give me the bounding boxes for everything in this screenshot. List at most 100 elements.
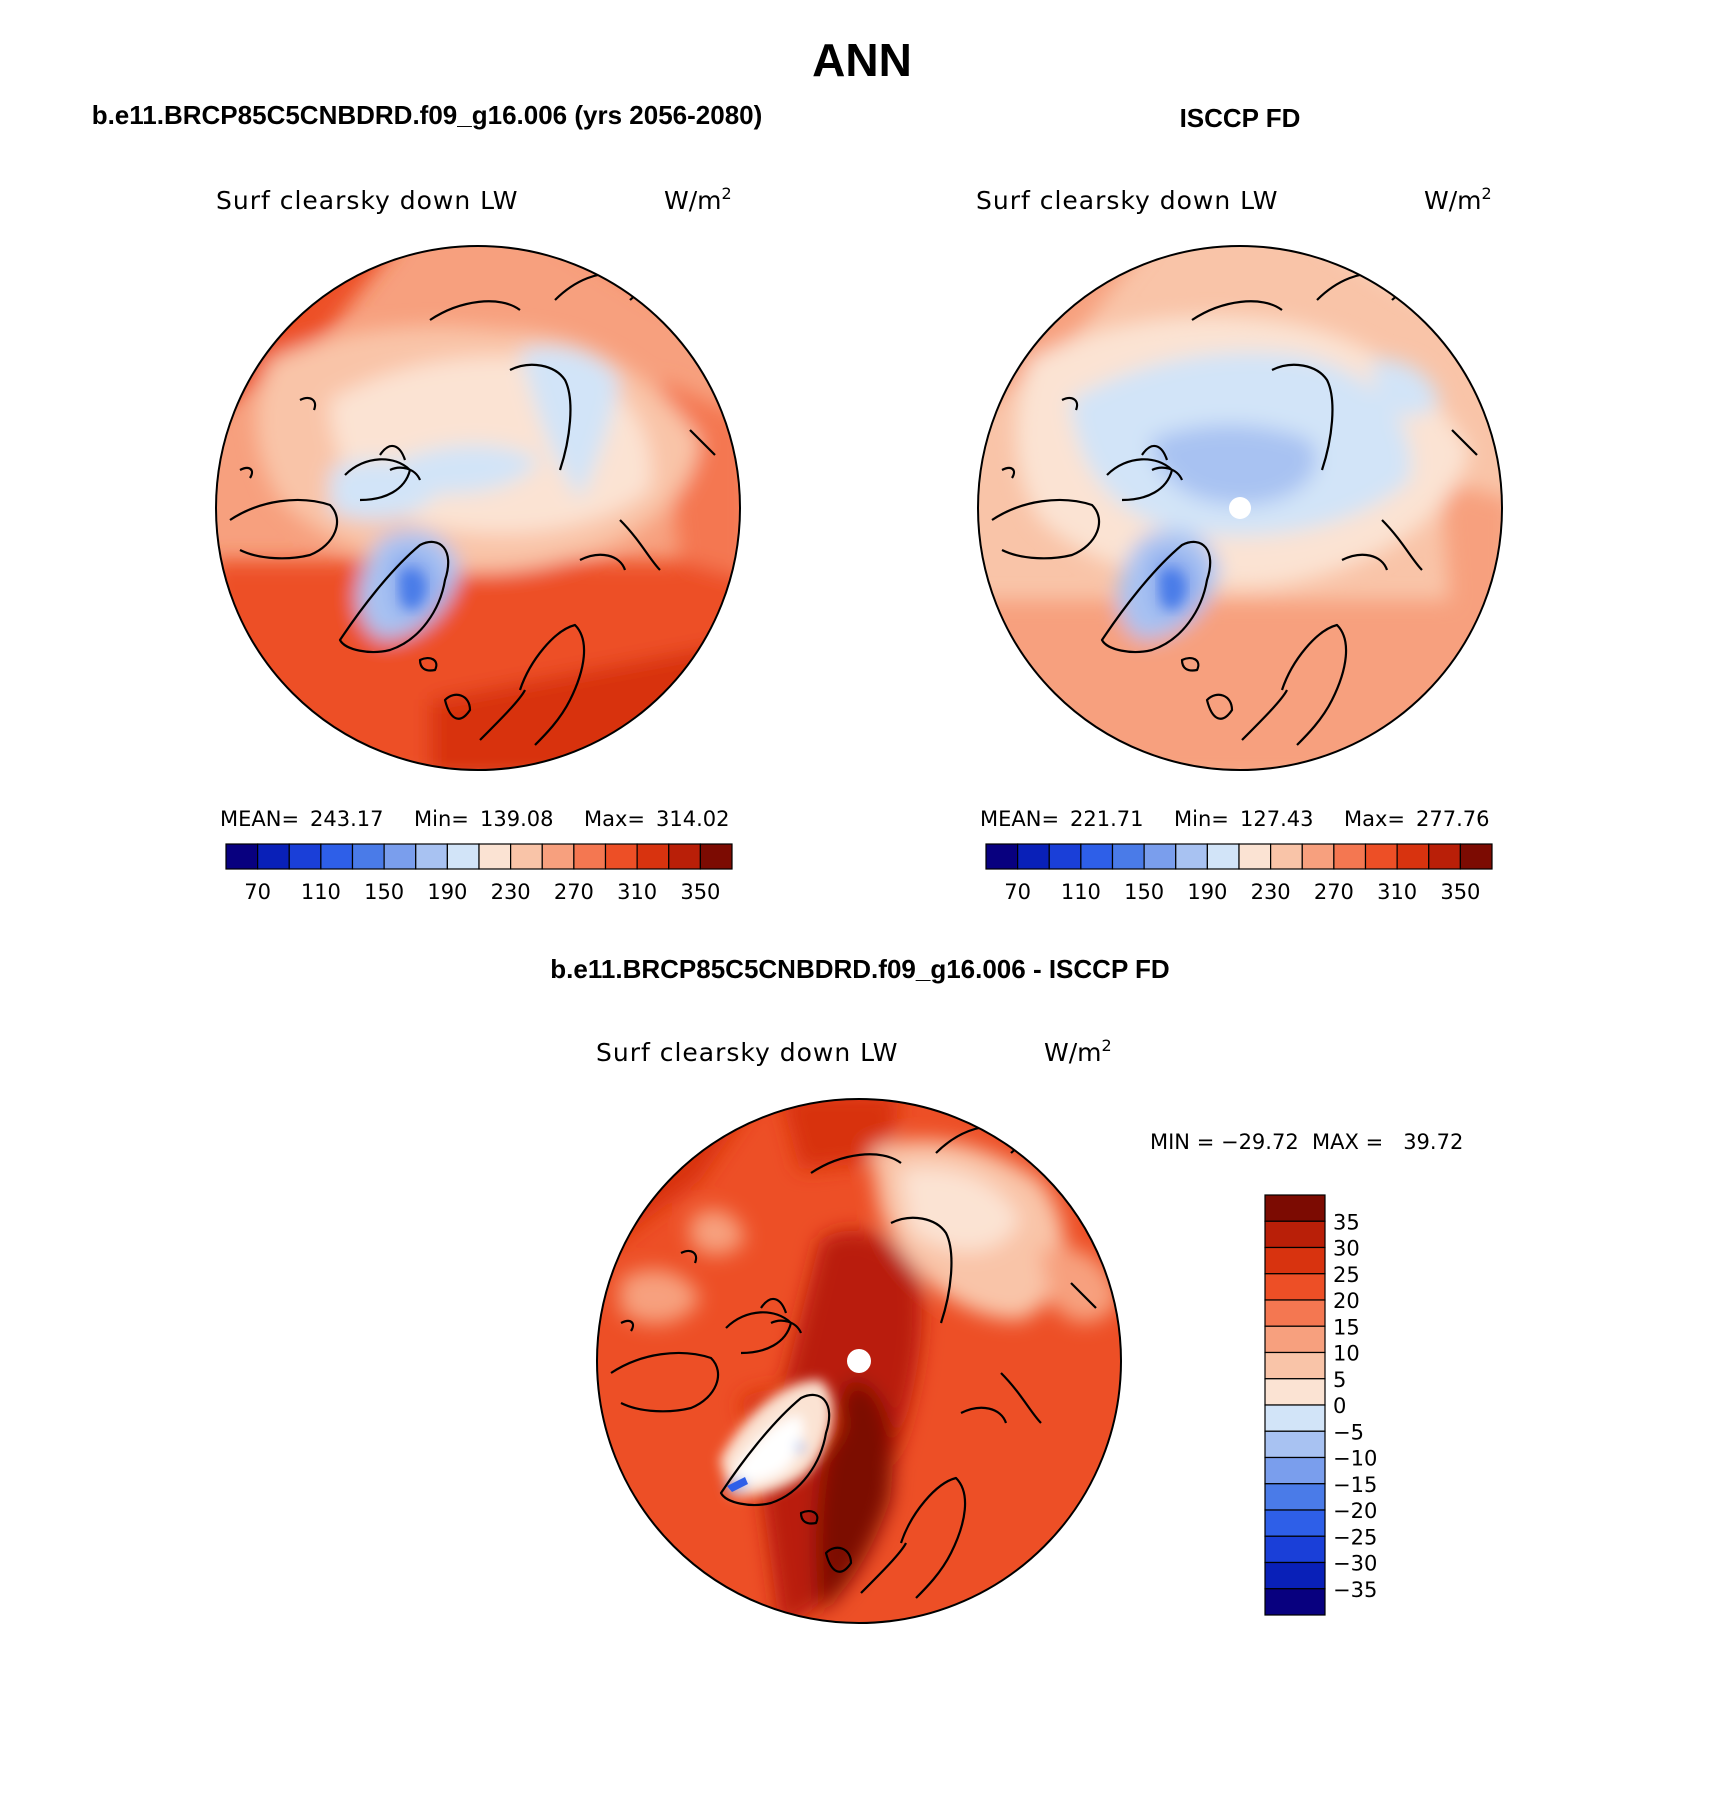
obs-colorbar-swatch	[1080, 843, 1114, 870]
obs-min-label: Min=	[1174, 807, 1229, 831]
model-min-value: 139.08	[480, 807, 553, 831]
obs-stats: MEAN= 221.71 Min= 127.43 Max= 277.76	[980, 807, 1489, 831]
obs-max-value: 277.76	[1416, 807, 1489, 831]
diff-colorbar-swatch	[1264, 1430, 1326, 1459]
obs-colorbar: 70 110 150 190 230 270 310 350	[985, 843, 1493, 904]
diff-colorbar-tick-label: −10	[1333, 1447, 1377, 1471]
obs-colorbar-tick-label: 350	[1440, 880, 1480, 904]
model-colorbar-swatch	[257, 843, 290, 870]
diff-colorbar-swatch	[1264, 1483, 1326, 1511]
obs-panel-header: ISCCP FD	[1180, 103, 1301, 133]
obs-colorbar-tick-label: 270	[1314, 880, 1354, 904]
model-panel-header: b.e11.BRCP85C5CNBDRD.f09_g16.006 (yrs 20…	[92, 100, 763, 130]
obs-colorbar-tick-label: 310	[1377, 880, 1417, 904]
diff-colorbar-tick-label: −25	[1333, 1525, 1377, 1549]
obs-map-boundary	[977, 245, 1503, 771]
obs-colorbar-swatch	[1175, 843, 1208, 870]
diff-map-boundary	[596, 1098, 1122, 1624]
model-colorbar-swatch	[288, 843, 322, 870]
obs-colorbar-tick-label: 110	[1061, 880, 1101, 904]
model-colorbar-swatch	[699, 843, 733, 870]
model-colorbar-tick-label: 70	[244, 880, 271, 904]
obs-colorbar-swatch	[1396, 843, 1430, 870]
diff-colorbar-swatch	[1264, 1456, 1326, 1485]
obs-colorbar-tick-label: 70	[1004, 880, 1031, 904]
obs-colorbar-swatch	[1017, 843, 1050, 870]
obs-colorbar-swatch	[1333, 843, 1367, 870]
obs-colorbar-swatch	[1206, 843, 1240, 870]
model-colorbar-swatch	[604, 843, 638, 870]
obs-max-label: Max=	[1344, 807, 1405, 831]
model-colorbar-tick-label: 110	[301, 880, 341, 904]
obs-colorbar-swatch	[1364, 843, 1398, 870]
obs-units-label: W/m2	[1424, 184, 1492, 215]
diff-pole-hole	[847, 1349, 871, 1373]
model-colorbar-swatch	[446, 843, 480, 870]
model-colorbar-swatch	[510, 843, 543, 870]
obs-colorbar-swatch	[1428, 843, 1461, 870]
obs-variable-label: Surf clearsky down LW	[976, 186, 1279, 215]
model-mean-label: MEAN=	[220, 807, 299, 831]
diff-minmax-text: MIN = −29.72 MAX = 39.72	[1150, 1130, 1463, 1154]
model-colorbar-tick-label: 310	[617, 880, 657, 904]
diff-colorbar-swatch	[1264, 1273, 1326, 1301]
diff-polar-map	[596, 1098, 1122, 1624]
model-min-label: Min=	[414, 807, 469, 831]
obs-colorbar-swatch	[1048, 843, 1082, 870]
obs-mean-value: 221.71	[1070, 807, 1143, 831]
diff-colorbar-tick-label: 10	[1333, 1342, 1360, 1366]
diff-colorbar-tick-label: −20	[1333, 1499, 1377, 1523]
diff-colorbar-tick-label: 35	[1333, 1210, 1360, 1234]
model-colorbar-tick-label: 150	[364, 880, 404, 904]
diff-colorbar-swatch	[1264, 1509, 1326, 1537]
diff-colorbar-tick-label: 20	[1333, 1289, 1360, 1313]
model-units-label: W/m2	[664, 184, 732, 215]
model-colorbar-tick-label: 190	[427, 880, 467, 904]
model-colorbar-swatch	[478, 843, 512, 870]
model-max-value: 314.02	[656, 807, 729, 831]
model-colorbar-swatch	[415, 843, 448, 870]
obs-colorbar-tick-label: 230	[1251, 880, 1291, 904]
model-colorbar-tick-label: 270	[554, 880, 594, 904]
diff-colorbar-tick-label: 15	[1333, 1315, 1360, 1339]
obs-colorbar-swatch	[1143, 843, 1177, 870]
diff-colorbar-tick-label: 0	[1333, 1394, 1346, 1418]
obs-colorbar-tick-label: 150	[1124, 880, 1164, 904]
model-stats: MEAN= 243.17 Min= 139.08 Max= 314.02	[220, 807, 729, 831]
model-colorbar-swatch	[320, 843, 354, 870]
model-colorbar: 70 110 150 190 230 270 310 350	[225, 843, 733, 904]
diff-colorbar-tick-label: −30	[1333, 1552, 1377, 1576]
diff-colorbar-swatch	[1264, 1220, 1326, 1249]
obs-colorbar-swatch	[985, 843, 1019, 870]
diff-colorbar-tick-label: −35	[1333, 1578, 1377, 1602]
model-colorbar-swatch	[573, 843, 607, 870]
model-colorbar-swatch	[541, 843, 575, 870]
diff-colorbar-swatch	[1264, 1588, 1326, 1616]
model-polar-map	[215, 245, 741, 771]
figure-title: ANN	[812, 34, 912, 86]
model-colorbar-swatch	[225, 843, 259, 870]
model-max-label: Max=	[584, 807, 645, 831]
obs-colorbar-swatch	[1111, 843, 1145, 870]
obs-colorbar-swatch	[1238, 843, 1272, 870]
diff-colorbar-swatch	[1264, 1351, 1326, 1380]
diff-colorbar-swatch	[1264, 1325, 1326, 1354]
diff-colorbar-tick-label: 30	[1333, 1237, 1360, 1261]
diff-colorbar-swatch	[1264, 1378, 1326, 1406]
model-colorbar-tick-label: 230	[491, 880, 531, 904]
diff-units-label: W/m2	[1044, 1036, 1112, 1067]
diff-variable-label: Surf clearsky down LW	[596, 1038, 899, 1067]
diff-colorbar-swatch	[1264, 1561, 1326, 1590]
diff-colorbar-tick-label: 25	[1333, 1263, 1360, 1287]
diff-colorbar-swatch	[1264, 1299, 1326, 1327]
obs-mean-label: MEAN=	[980, 807, 1059, 831]
obs-colorbar-tick-label: 190	[1187, 880, 1227, 904]
model-colorbar-tick-label: 350	[680, 880, 720, 904]
obs-min-value: 127.43	[1240, 807, 1313, 831]
diff-colorbar-swatch	[1264, 1246, 1326, 1275]
diff-colorbar-tick-label: 5	[1333, 1368, 1346, 1392]
obs-colorbar-swatch	[1270, 843, 1303, 870]
obs-polar-map	[977, 245, 1503, 771]
